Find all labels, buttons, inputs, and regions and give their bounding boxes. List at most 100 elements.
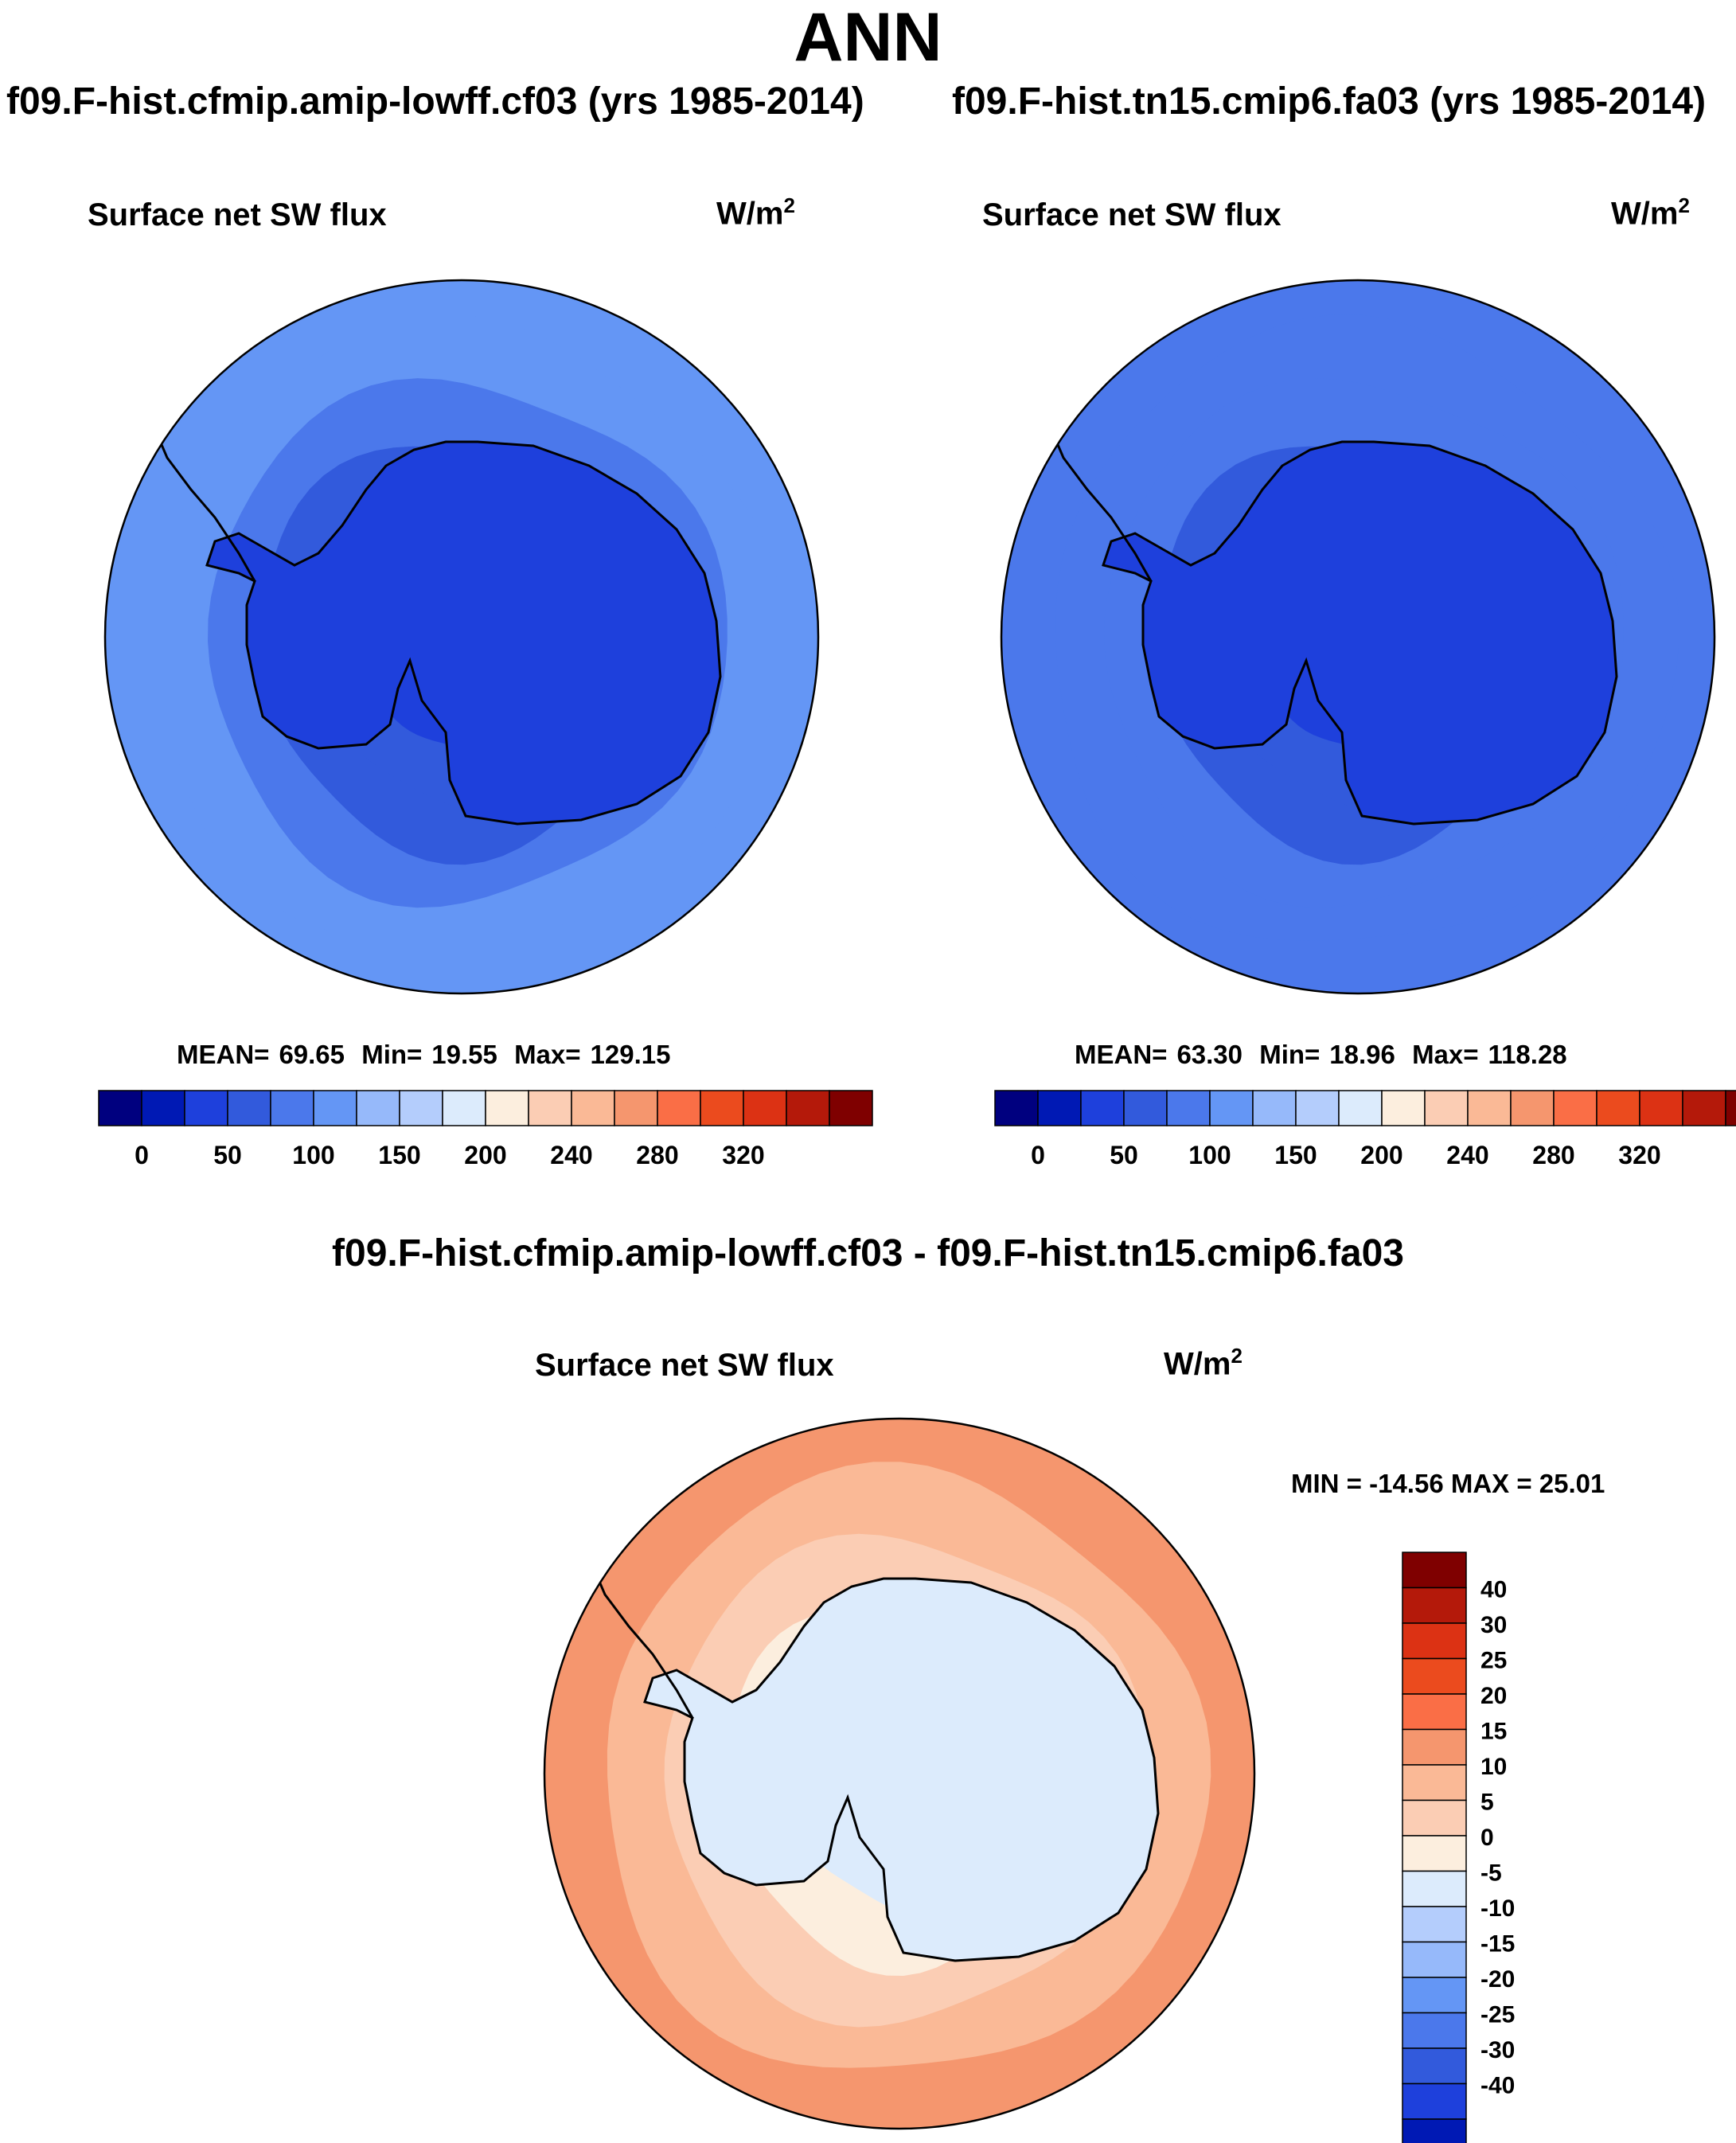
colorbar-swatch (1123, 1090, 1168, 1126)
right-stats: MEAN= 63.30 Min= 18.96 Max= 118.28 (1075, 1040, 1567, 1069)
colorbar-tick-label: 40 (1480, 1577, 1507, 1603)
difference-map (544, 1419, 1254, 2129)
colorbar-swatch (1295, 1090, 1340, 1126)
colorbar-swatch (614, 1090, 658, 1126)
colorbar-swatch (1510, 1090, 1555, 1126)
colorbar-tick-label: 200 (1360, 1141, 1402, 1169)
colorbar-tick-label: 280 (1532, 1141, 1574, 1169)
colorbar-swatch (1725, 1090, 1736, 1126)
colorbar-swatch (829, 1090, 873, 1126)
difference-colorbar: 40 30 25 20 15 10 5 0 -5 -10 -15 -20 -25 -30 -40 (1402, 1552, 1515, 2143)
colorbar-tick-label: 30 (1480, 1612, 1507, 1638)
colorbar-swatch (1402, 1657, 1467, 1695)
colorbar-swatch (399, 1090, 443, 1126)
colorbar-tick-label: 0 (1031, 1141, 1045, 1169)
right-case-title: f09.F-hist.tn15.cmip6.fa03 (yrs 1985-201… (952, 80, 1707, 123)
left-units: W/m2 (716, 193, 795, 232)
colorbar-swatch (1338, 1090, 1383, 1126)
colorbar-swatch (1209, 1090, 1254, 1126)
colorbar-tick-label: 20 (1480, 1683, 1507, 1709)
colorbar-swatch (994, 1090, 1039, 1126)
colorbar-swatch (1402, 1870, 1467, 1907)
colorbar-swatch (1402, 1799, 1467, 1837)
colorbar-tick-label: 25 (1480, 1648, 1507, 1674)
colorbar-swatch (356, 1090, 400, 1126)
colorbar-swatch (98, 1090, 142, 1126)
colorbar-swatch (1553, 1090, 1598, 1126)
colorbar-tick-label: -25 (1480, 2002, 1515, 2028)
right-variable-title: Surface net SW flux (982, 197, 1282, 232)
difference-units: W/m2 (1164, 1344, 1243, 1382)
colorbar-swatch (1682, 1090, 1726, 1126)
colorbar-tick-label: -20 (1480, 1966, 1515, 1993)
colorbar-swatch (1402, 1941, 1467, 1978)
colorbar-swatch (1402, 2082, 1467, 2120)
colorbar-swatch (1424, 1090, 1469, 1126)
colorbar-swatch (1037, 1090, 1082, 1126)
left-map-border (103, 279, 820, 995)
colorbar-swatch (1402, 2047, 1467, 2085)
colorbar-swatch (1402, 1693, 1467, 1731)
colorbar-swatch (1402, 1552, 1467, 1589)
colorbar-tick-label: 320 (722, 1141, 764, 1169)
colorbar-tick-label: 100 (1188, 1141, 1231, 1169)
left-variable-title: Surface net SW flux (88, 197, 387, 232)
colorbar-tick-label: 0 (135, 1141, 149, 1169)
colorbar-tick-label: 100 (292, 1141, 334, 1169)
colorbar-tick-label: 150 (378, 1141, 420, 1169)
colorbar-swatch (1402, 1587, 1467, 1624)
colorbar-tick-label: -5 (1480, 1860, 1502, 1887)
left-case-title: f09.F-hist.cfmip.amip-lowff.cf03 (yrs 19… (6, 80, 864, 123)
colorbar-tick-label: 0 (1480, 1825, 1494, 1851)
colorbar-tick-label: 15 (1480, 1719, 1507, 1745)
colorbar-swatch (313, 1090, 357, 1126)
colorbar-swatch (1402, 1835, 1467, 1872)
colorbar-swatch (485, 1090, 529, 1126)
difference-variable-title: Surface net SW flux (535, 1348, 834, 1383)
colorbar-swatch (1402, 1977, 1467, 2014)
right-map (1001, 280, 1715, 993)
difference-stats: MIN = -14.56 MAX = 25.01 (1291, 1469, 1605, 1498)
colorbar-tick-label: 320 (1618, 1141, 1660, 1169)
colorbar-tick-label: 240 (1446, 1141, 1488, 1169)
colorbar-swatch (1252, 1090, 1297, 1126)
colorbar-tick-label: 5 (1480, 1790, 1494, 1816)
colorbar-tick-label: 240 (550, 1141, 592, 1169)
colorbar-swatch (528, 1090, 572, 1126)
right-units: W/m2 (1611, 193, 1690, 232)
colorbar-swatch (1596, 1090, 1640, 1126)
left-map (105, 280, 818, 993)
colorbar-swatch (743, 1090, 787, 1126)
colorbar-tick-label: 50 (213, 1141, 242, 1169)
colorbar-swatch (1402, 1764, 1467, 1801)
colorbar-tick-label: -30 (1480, 2037, 1515, 2063)
colorbar-tick-label: -10 (1480, 1895, 1515, 1922)
colorbar-swatch (141, 1090, 185, 1126)
colorbar-swatch (1080, 1090, 1125, 1126)
colorbar-tick-label: -40 (1480, 2073, 1515, 2099)
difference-map-border (543, 1417, 1256, 2130)
colorbar-swatch (1402, 1728, 1467, 1766)
colorbar-swatch (227, 1090, 271, 1126)
colorbar-swatch (786, 1090, 830, 1126)
colorbar-tick-label: 200 (464, 1141, 506, 1169)
right-colorbar: 0 50 100 150 200 240 280 320 (994, 1090, 1736, 1169)
colorbar-swatch (1402, 1622, 1467, 1660)
colorbar-swatch (1639, 1090, 1683, 1126)
colorbar-tick-label: 10 (1480, 1754, 1507, 1780)
colorbar-swatch (270, 1090, 314, 1126)
difference-title: f09.F-hist.cfmip.amip-lowff.cf03 - f09.F… (332, 1232, 1404, 1274)
colorbar-swatch (442, 1090, 486, 1126)
colorbar-swatch (1402, 2118, 1467, 2143)
colorbar-swatch (571, 1090, 615, 1126)
colorbar-swatch (184, 1090, 228, 1126)
colorbar-swatch (1402, 2012, 1467, 2049)
colorbar-tick-label: 50 (1110, 1141, 1138, 1169)
right-map-border (1000, 279, 1716, 995)
colorbar-swatch (657, 1090, 701, 1126)
colorbar-tick-label: -15 (1480, 1931, 1515, 1958)
colorbar-tick-label: 150 (1274, 1141, 1317, 1169)
colorbar-swatch (700, 1090, 744, 1126)
colorbar-swatch (1467, 1090, 1512, 1126)
